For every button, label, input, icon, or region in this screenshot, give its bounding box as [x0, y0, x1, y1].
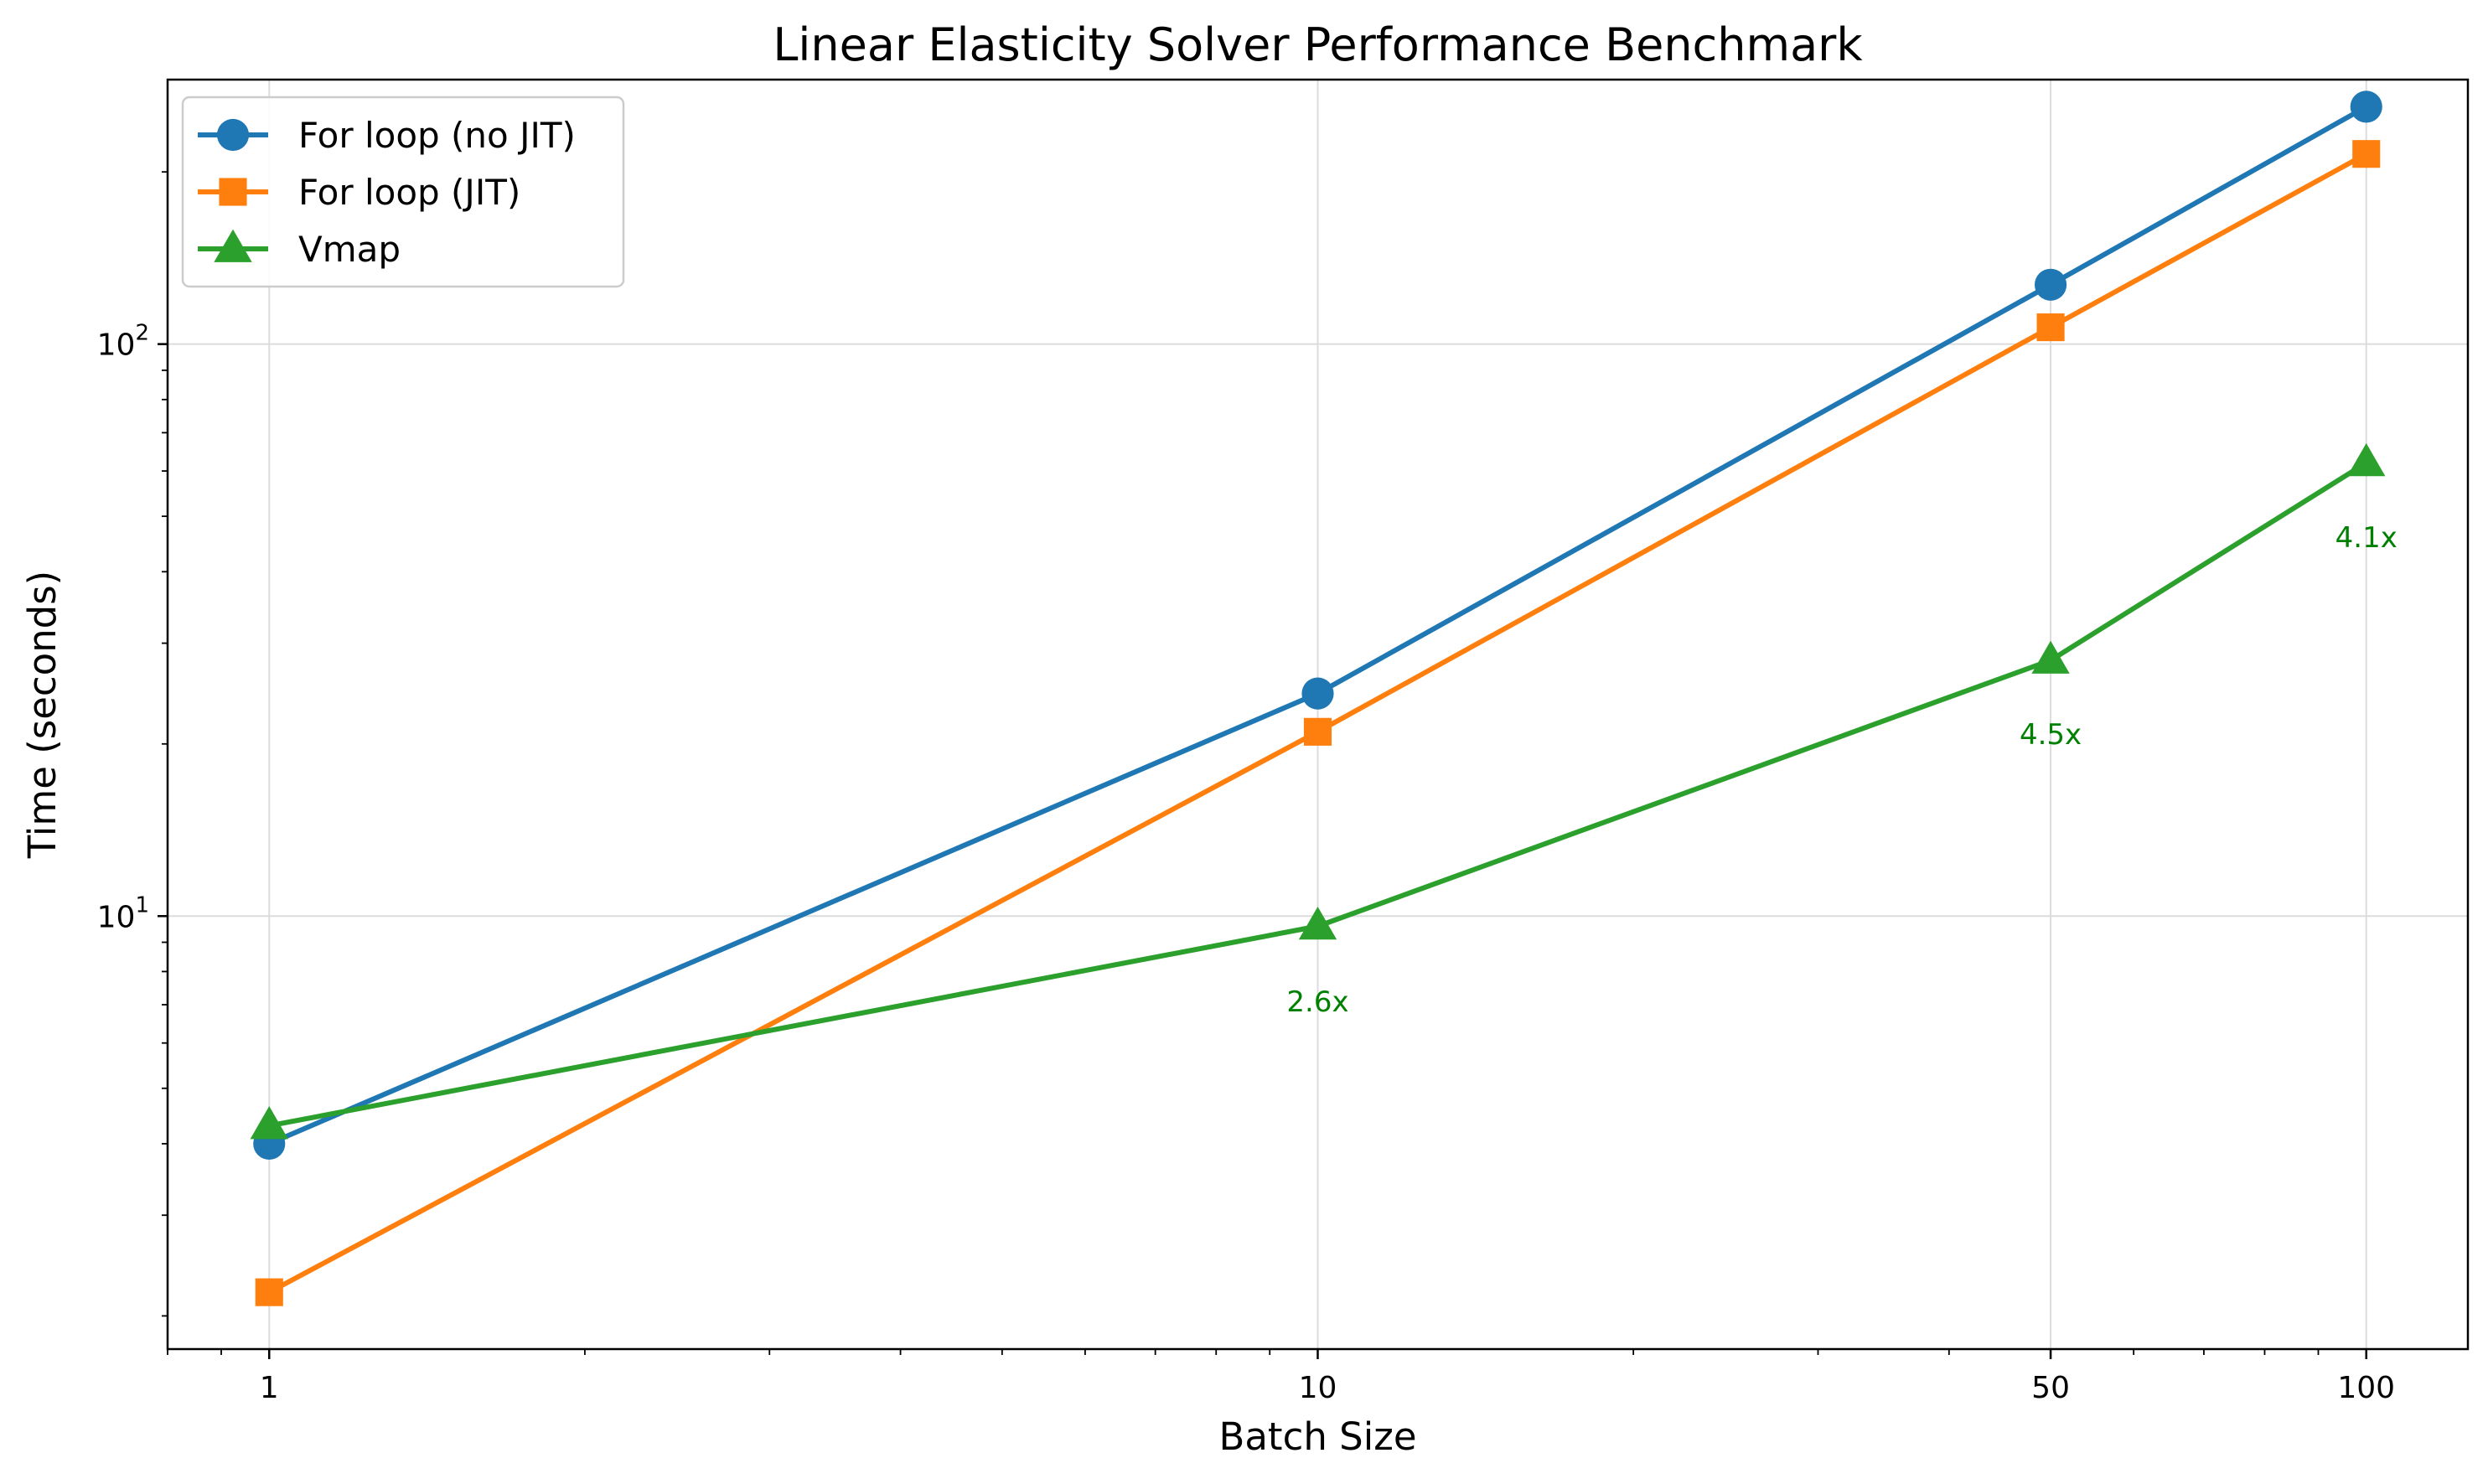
x-axis-label: Batch Size — [1218, 1414, 1416, 1459]
data-point — [1298, 906, 1337, 940]
legend-label: Vmap — [298, 229, 401, 270]
series-vmap — [250, 442, 2386, 1140]
y-tick-label: 101 — [97, 892, 149, 934]
data-point — [1303, 717, 1332, 746]
speedup-annotation: 4.1x — [2335, 521, 2397, 555]
data-point — [255, 1278, 283, 1306]
series-layer — [250, 90, 2386, 1306]
data-point — [2350, 90, 2382, 123]
data-point — [1301, 677, 1334, 710]
y-axis-label: Time (seconds) — [20, 571, 65, 859]
data-point — [2031, 640, 2070, 674]
series-line — [268, 104, 2368, 1146]
x-tick-label: 10 — [1299, 1371, 1337, 1405]
x-tick-label: 100 — [2337, 1371, 2395, 1405]
x-tick-label: 1 — [260, 1371, 279, 1405]
legend-label: For loop (no JIT) — [298, 115, 576, 156]
series-for-loop-jit — [255, 140, 2381, 1306]
series-line — [267, 152, 2368, 1295]
data-point — [2036, 313, 2065, 342]
data-point — [2347, 442, 2386, 477]
chart-title: Linear Elasticity Solver Performance Ben… — [773, 18, 1863, 71]
legend-marker — [216, 118, 250, 152]
legend-item: For loop (no JIT) — [198, 115, 576, 156]
legend-item: For loop (JIT) — [198, 172, 520, 213]
data-point — [250, 1106, 288, 1140]
speedup-annotation: 4.5x — [2020, 718, 2082, 752]
tick-layer: 1 10 50 100 101 102 — [97, 321, 2395, 1405]
legend: For loop (no JIT) For loop (JIT) Vmap — [181, 96, 625, 288]
data-point — [2035, 268, 2067, 301]
x-tick-label: 50 — [2031, 1371, 2070, 1405]
series-line — [268, 460, 2368, 1129]
legend-marker — [219, 178, 247, 206]
annotation-layer: 2.6x 4.5x 4.1x — [1286, 521, 2397, 1019]
y-tick-label: 102 — [97, 321, 149, 363]
legend-label: For loop (JIT) — [298, 172, 520, 213]
legend-marker — [214, 229, 252, 262]
speedup-annotation: 2.6x — [1286, 985, 1348, 1019]
data-point — [2352, 140, 2381, 168]
legend-box — [181, 96, 625, 288]
legend-item: Vmap — [198, 229, 401, 270]
